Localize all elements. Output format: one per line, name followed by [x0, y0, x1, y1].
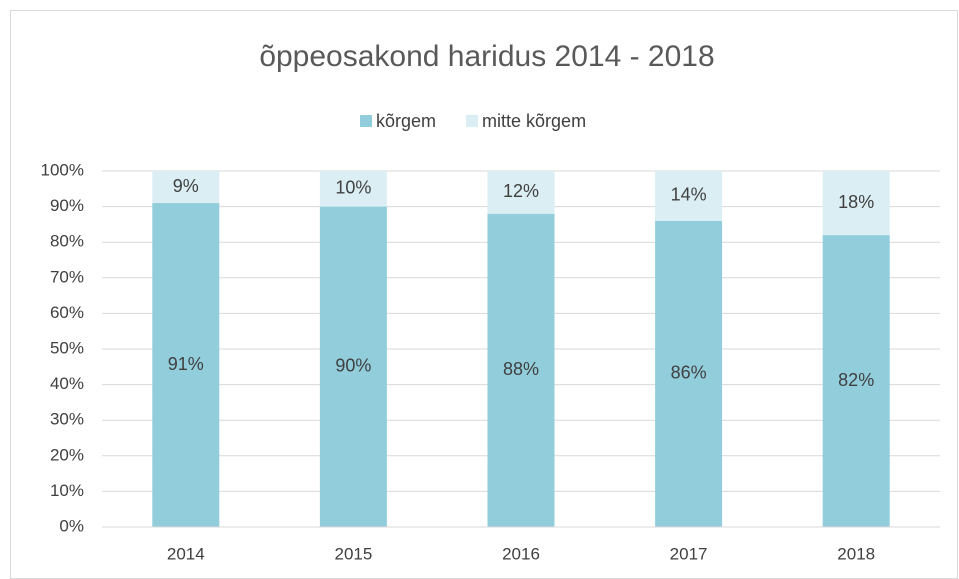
data-label: 12% [503, 181, 539, 201]
bar-segment [152, 171, 220, 204]
data-label: 14% [671, 185, 707, 205]
bar-segment [152, 203, 220, 528]
y-tick-label: 30% [50, 410, 84, 429]
y-tick-label: 40% [50, 374, 84, 393]
data-label: 90% [335, 356, 371, 376]
x-tick-label: 2014 [167, 544, 205, 563]
chart-title: õppeosakond haridus 2014 - 2018 [259, 40, 714, 73]
legend-label: kõrgem [376, 111, 436, 131]
y-tick-label: 10% [50, 481, 84, 500]
data-label: 9% [173, 176, 199, 196]
data-label: 10% [335, 178, 371, 198]
bar-segment [822, 171, 890, 236]
y-tick-label: 70% [50, 267, 84, 286]
data-label: 88% [503, 359, 539, 379]
bar-segment [487, 213, 555, 527]
y-tick-label: 80% [50, 232, 84, 251]
bar-segment [319, 206, 387, 527]
y-tick-label: 50% [50, 338, 84, 357]
y-tick-label: 100% [41, 160, 84, 179]
y-tick-label: 90% [50, 196, 84, 215]
data-label: 86% [671, 363, 707, 383]
data-label: 91% [168, 354, 204, 374]
bar-segment [487, 171, 555, 214]
bar-segment [655, 171, 723, 221]
x-tick-label: 2015 [334, 544, 372, 563]
data-label: 82% [838, 370, 874, 390]
legend-label: mitte kõrgem [482, 111, 586, 131]
data-label: 18% [838, 192, 874, 212]
bar-segment [655, 220, 723, 527]
bar-segment [822, 235, 890, 527]
x-tick-label: 2018 [837, 544, 875, 563]
x-tick-label: 2016 [502, 544, 540, 563]
bar-segment [319, 171, 387, 207]
y-tick-label: 60% [50, 303, 84, 322]
legend-swatch [466, 115, 479, 127]
legend-swatch [360, 115, 372, 127]
x-tick-label: 2017 [670, 544, 708, 563]
y-tick-label: 20% [50, 445, 84, 464]
y-tick-label: 0% [59, 516, 84, 535]
